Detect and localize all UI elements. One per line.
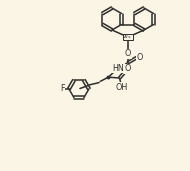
Text: OH: OH (115, 83, 128, 92)
Text: O: O (125, 49, 131, 58)
Text: HN: HN (113, 64, 124, 73)
Text: O: O (137, 53, 143, 62)
Text: A°s: A°s (124, 35, 132, 39)
Text: O: O (124, 64, 131, 74)
Text: F: F (60, 84, 65, 93)
